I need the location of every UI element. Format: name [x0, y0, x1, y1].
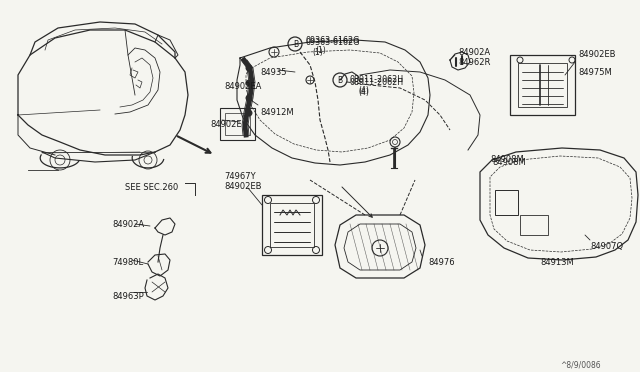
Text: (4): (4) — [358, 86, 369, 95]
Text: 84902EB: 84902EB — [578, 50, 616, 59]
Polygon shape — [510, 55, 575, 115]
Text: 84935: 84935 — [260, 68, 287, 77]
Text: B: B — [337, 76, 342, 84]
Text: 08911-2062H: 08911-2062H — [350, 78, 404, 87]
Text: (1): (1) — [315, 46, 326, 55]
Circle shape — [246, 110, 252, 116]
Text: 84908M: 84908M — [490, 155, 524, 164]
Text: 74980L: 74980L — [112, 258, 143, 267]
Text: 84913M: 84913M — [540, 258, 573, 267]
Text: 84902E: 84902E — [210, 120, 242, 129]
Text: 84902EA: 84902EA — [224, 82, 261, 91]
Text: (4): (4) — [358, 88, 369, 97]
Text: 09363-6162G: 09363-6162G — [305, 36, 360, 45]
Text: 84902A: 84902A — [112, 220, 144, 229]
Text: 84908M: 84908M — [492, 158, 525, 167]
Text: ^8/9/0086: ^8/9/0086 — [560, 360, 600, 369]
Text: 84912M: 84912M — [260, 108, 294, 117]
Text: (1): (1) — [312, 48, 323, 57]
Text: 84962R: 84962R — [458, 58, 490, 67]
Text: 84907Q: 84907Q — [590, 242, 623, 251]
Text: SEE SEC.260: SEE SEC.260 — [125, 183, 179, 192]
Circle shape — [246, 95, 252, 101]
Text: 09363-6162G: 09363-6162G — [305, 38, 360, 47]
Text: B: B — [293, 39, 299, 48]
Circle shape — [246, 80, 252, 86]
Text: 74967Y: 74967Y — [224, 172, 255, 181]
Text: 84976: 84976 — [428, 258, 454, 267]
Text: 08911-2062H: 08911-2062H — [350, 75, 404, 84]
Circle shape — [246, 65, 252, 71]
Polygon shape — [262, 195, 322, 255]
Text: 84963P: 84963P — [112, 292, 144, 301]
Text: 84902A: 84902A — [458, 48, 490, 57]
Text: 84975M: 84975M — [578, 68, 612, 77]
Text: 84902EB: 84902EB — [224, 182, 262, 191]
